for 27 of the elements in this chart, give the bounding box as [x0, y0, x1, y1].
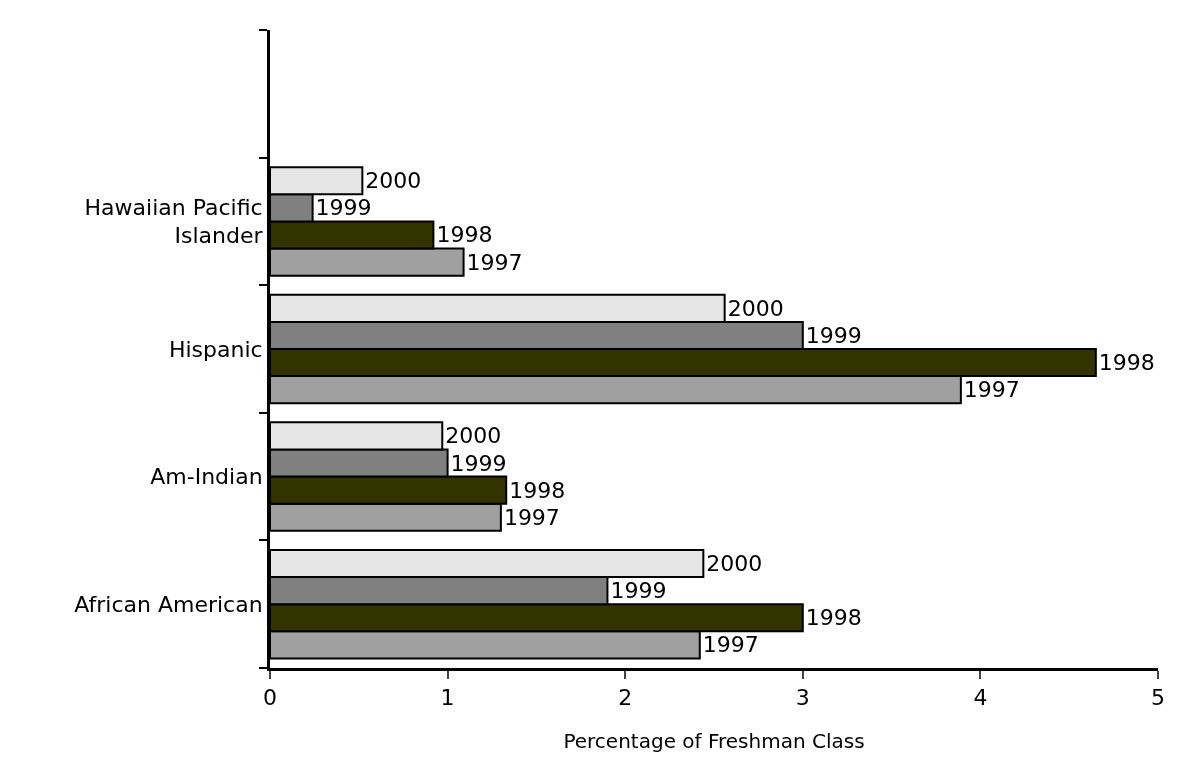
text: 2000	[445, 423, 502, 449]
x-axis-title: Percentage of Freshman Class	[563, 728, 865, 753]
x-tick-label: 2	[618, 685, 633, 711]
series-label: 2000	[365, 168, 422, 194]
text: 1997	[702, 632, 759, 658]
series-label: 1999	[315, 195, 372, 221]
text: 1998	[805, 605, 862, 631]
y-tick-label: Hispanic	[168, 336, 263, 362]
x-tick-label: 5	[1151, 685, 1165, 711]
text: 1999	[450, 450, 507, 476]
text: 1998	[1098, 350, 1155, 376]
series-label: 1998	[436, 222, 493, 248]
series-label: 1997	[466, 249, 523, 275]
x-tick-label: 4	[973, 685, 988, 711]
text: 1999	[610, 578, 667, 604]
text: 1997	[503, 504, 560, 530]
text: 1999	[805, 322, 862, 348]
x-tick-label: 1	[440, 685, 455, 711]
text: 2000	[706, 551, 763, 577]
text: 2000	[727, 295, 784, 321]
y-tick-label: Am-Indian	[150, 464, 263, 490]
x-tick-label: 3	[795, 685, 810, 711]
x-tick-label: 0	[263, 685, 277, 711]
text: 1998	[509, 477, 566, 503]
text: 1997	[963, 377, 1020, 403]
y-tick-label: African American	[74, 591, 263, 617]
y-tick-label: Hawaiian Pacific Islander	[84, 194, 264, 249]
